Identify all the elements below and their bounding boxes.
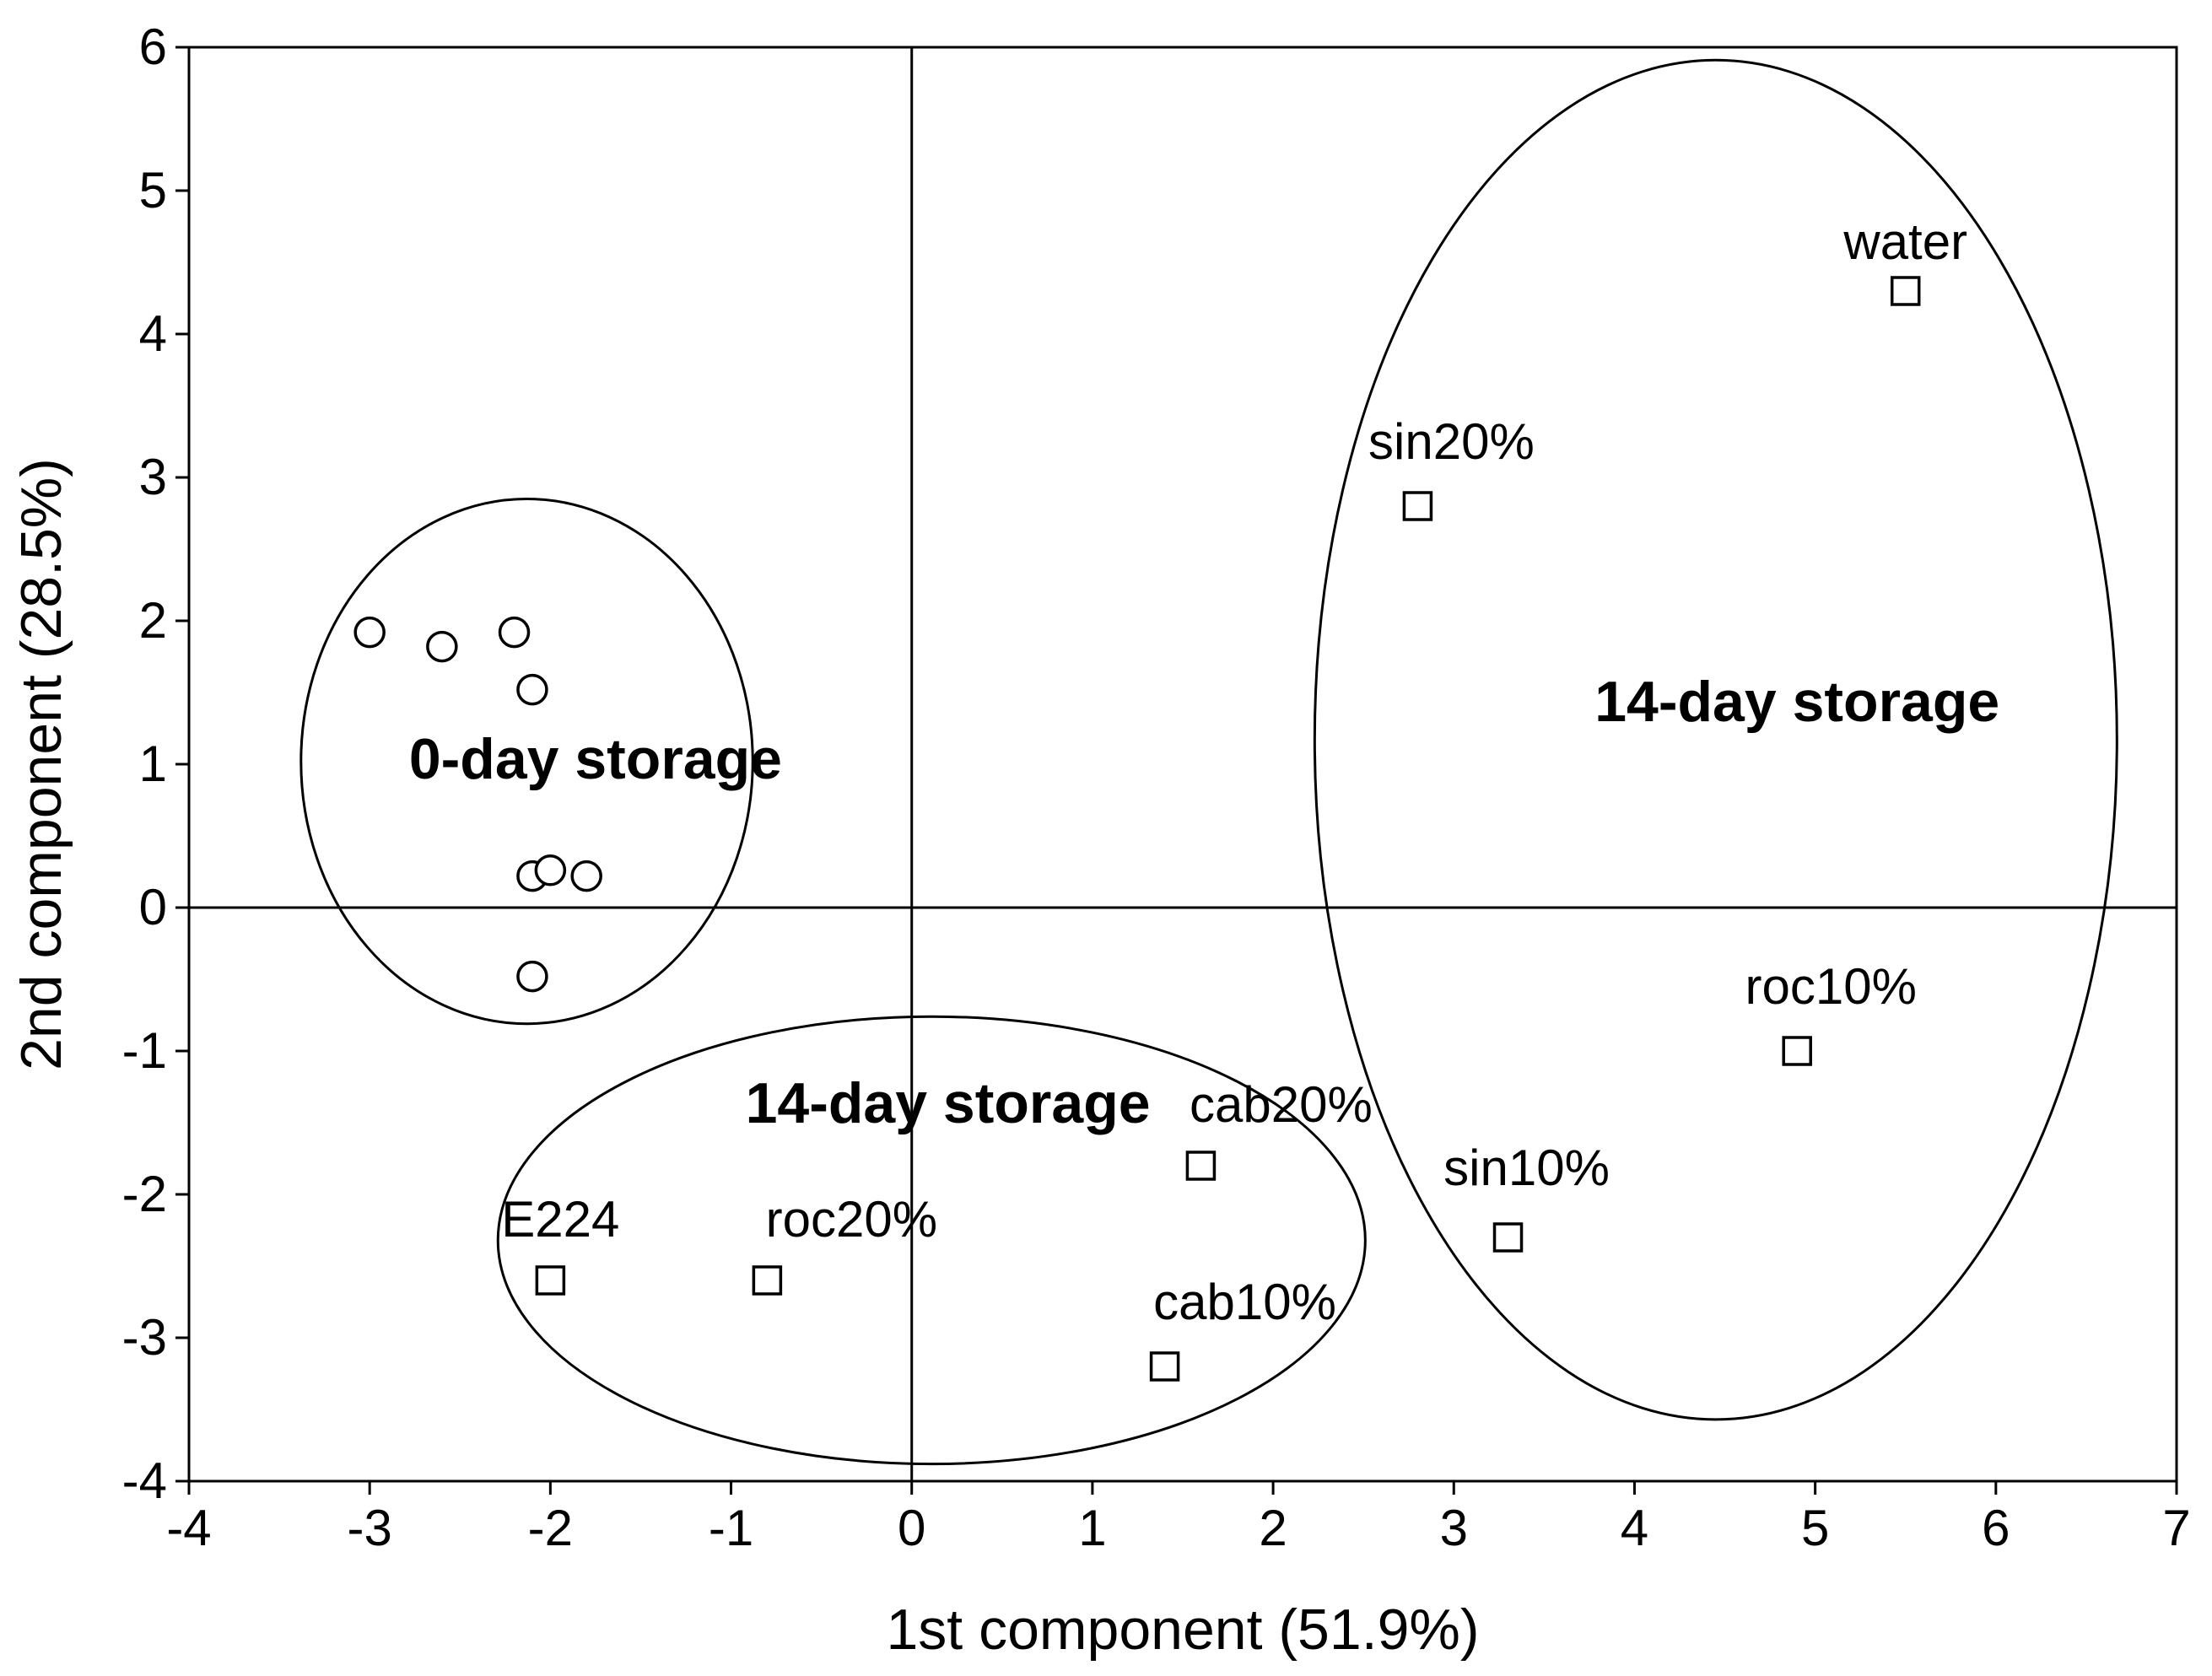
y-tick-label: 1 (139, 736, 167, 792)
x-tick-label: 3 (1440, 1500, 1468, 1556)
group-label: 0-day storage (409, 727, 782, 791)
group-ellipse (1313, 58, 2118, 1421)
x-tick-label: -3 (348, 1500, 392, 1556)
point-label: water (1842, 213, 1967, 270)
group-ellipse (496, 1015, 1367, 1466)
y-tick-label: 0 (139, 879, 167, 935)
x-tick-label: 6 (1982, 1500, 2010, 1556)
y-tick-label: 4 (139, 305, 167, 362)
point-label: sin20% (1368, 413, 1535, 470)
x-tick-label: 4 (1621, 1500, 1648, 1556)
y-tick-label: 3 (139, 449, 167, 505)
circle-point (516, 673, 548, 706)
point-label: roc10% (1745, 958, 1916, 1015)
x-tick-label: -1 (709, 1500, 753, 1556)
y-tick-label: -3 (122, 1309, 167, 1366)
x-axis-title: 1st component (51.9%) (886, 1598, 1479, 1662)
square-point (1890, 276, 1921, 306)
y-tick-label: 2 (139, 592, 167, 649)
point-label: roc20% (766, 1191, 937, 1248)
group-label: 14-day storage (1594, 670, 1999, 734)
y-tick-label: 5 (139, 162, 167, 218)
square-point (1782, 1036, 1812, 1066)
group-ellipses (299, 58, 2118, 1466)
square-point (752, 1265, 783, 1296)
circle-point (498, 616, 531, 649)
circle-point (426, 630, 458, 663)
y-tick-label: -4 (122, 1452, 167, 1509)
square-point (1185, 1151, 1217, 1181)
x-tick-label: 5 (1801, 1500, 1829, 1556)
group-ellipse (299, 498, 754, 1026)
x-tick-label: 7 (2162, 1500, 2190, 1556)
point-label: cab10% (1153, 1274, 1336, 1330)
x-tick-label: 1 (1078, 1500, 1106, 1556)
group-label: 14-day storage (746, 1071, 1151, 1135)
point-label: sin10% (1443, 1140, 1610, 1196)
group-labels: 0-day storage 14-day storage 14-day storag… (409, 670, 1999, 1135)
data-points (353, 276, 1921, 1382)
point-label: cab20% (1190, 1076, 1373, 1133)
x-tick-label: -2 (528, 1500, 573, 1556)
square-point (1402, 491, 1433, 521)
square-point (535, 1265, 566, 1296)
circle-point (570, 860, 602, 892)
x-tick-label: 2 (1259, 1500, 1287, 1556)
y-tick-label: -1 (122, 1022, 167, 1079)
y-tick-label: -2 (122, 1166, 167, 1222)
circle-point (516, 960, 548, 993)
y-axis-title: 2nd component (28.5%) (9, 458, 73, 1070)
square-point (1149, 1351, 1180, 1382)
square-point (1492, 1222, 1524, 1253)
point-label: E224 (501, 1191, 619, 1248)
x-tick-label: -4 (166, 1500, 211, 1556)
circle-point (353, 616, 386, 649)
circle-point (534, 854, 567, 887)
x-tick-label: 0 (898, 1500, 925, 1556)
point-labels: water sin20% roc10% sin10% E224 roc20% cab20% c… (501, 213, 1967, 1330)
axis-ticks: -4 -3 -2 -1 0 1 2 3 4 5 6 7 -4 -3 -2 -1 0 1 2 3 4 5 6 (122, 19, 2191, 1556)
y-tick-label: 6 (139, 19, 167, 75)
reference-lines (189, 47, 2177, 1481)
